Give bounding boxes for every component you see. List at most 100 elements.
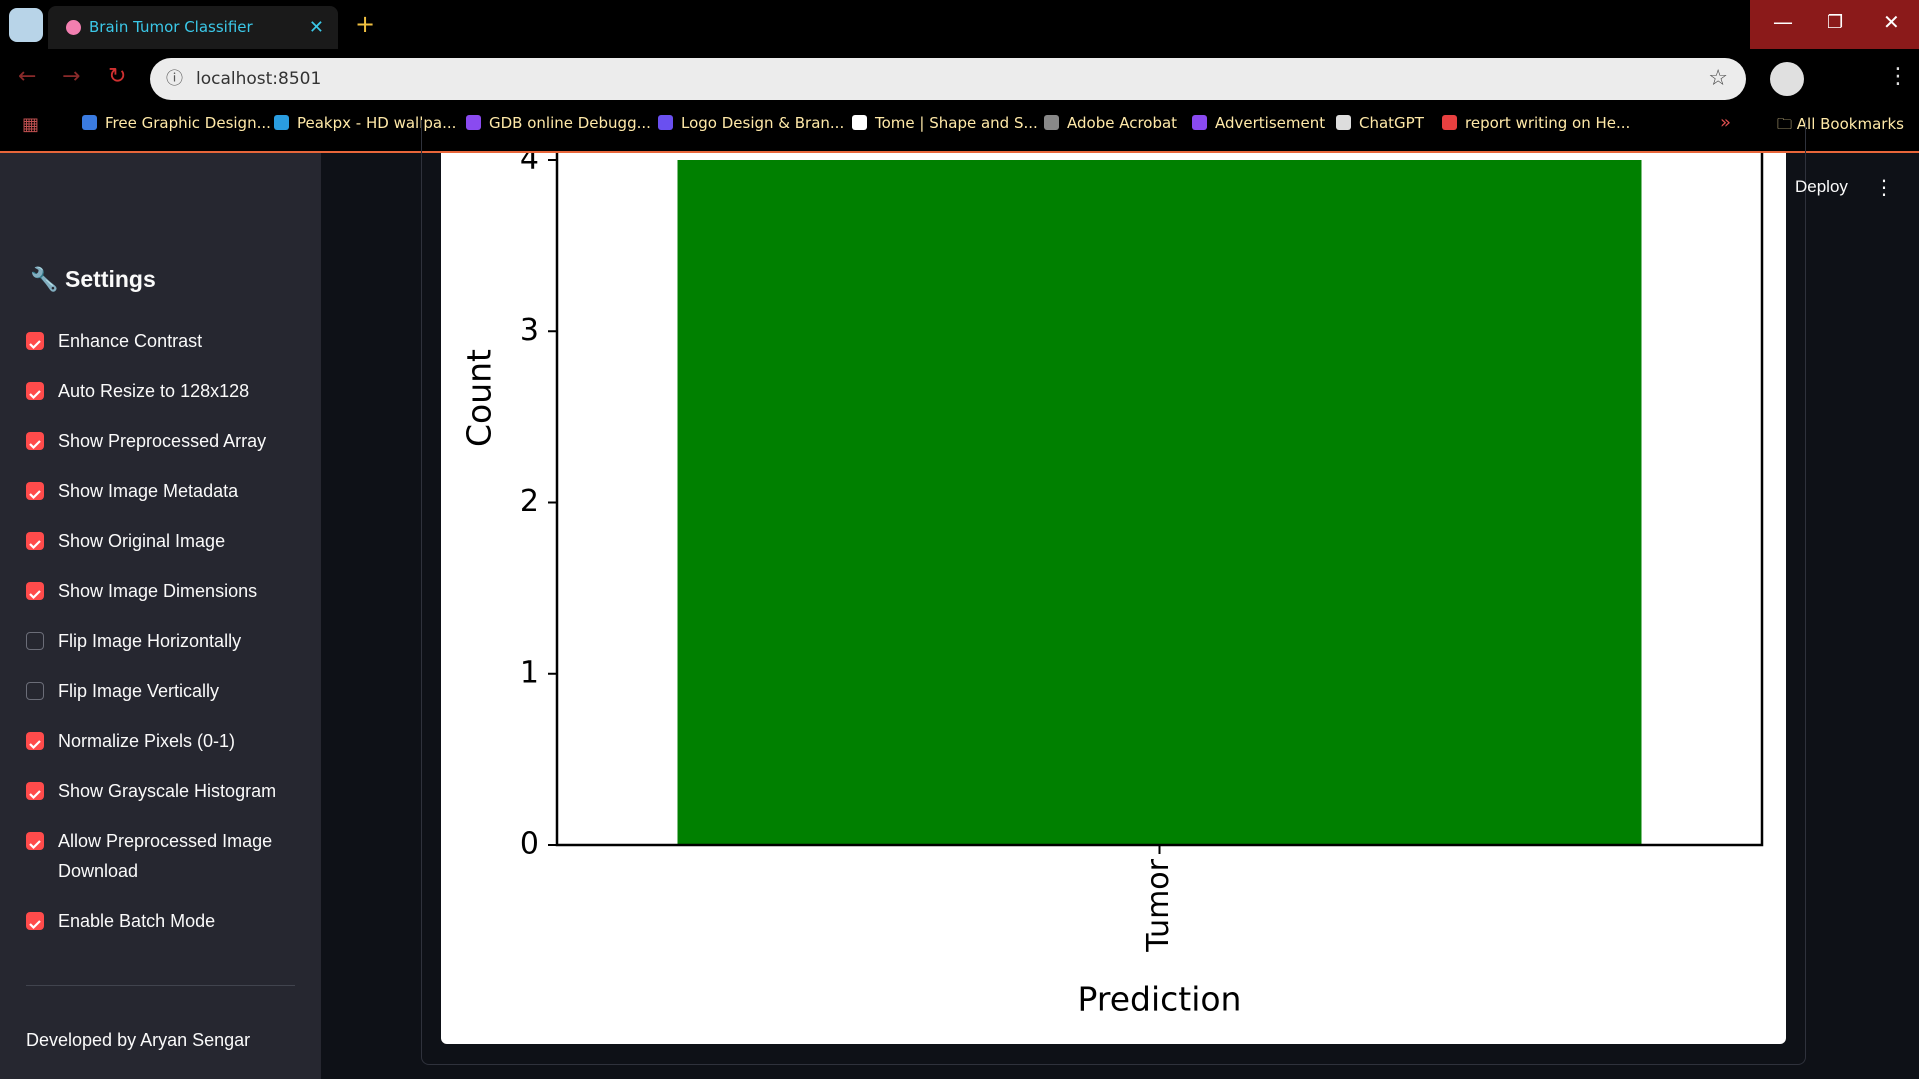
y-tick-label: 1: [520, 655, 539, 690]
checkbox: [26, 432, 44, 450]
bookmark[interactable]: ChatGPT: [1336, 114, 1424, 132]
options: Enhance Contrast Auto Resize to 128x128 Sh…: [26, 316, 296, 946]
checkbox-label: Normalize Pixels (0-1): [58, 731, 236, 751]
tab-icon: [66, 20, 81, 35]
bookmark-icon: [658, 115, 673, 130]
y-tick-label: 0: [520, 827, 539, 862]
bookmark-label: Peakpx - HD wallpa...: [297, 114, 457, 132]
tab[interactable]: Brain Tumor Classifier ✕: [48, 6, 338, 49]
checkbox-option[interactable]: Flip Image Horizontally: [26, 616, 296, 666]
axes-frame: [555, 153, 1764, 847]
bookmark-icon: [852, 115, 867, 130]
browser-chrome: Brain Tumor Classifier ✕ + — ❐ ✕ ← → ↻ ⓘ…: [0, 0, 1919, 152]
all-bookmarks[interactable]: 🗀 All Bookmarks: [1777, 115, 1904, 133]
apps[interactable]: ▦: [22, 114, 40, 135]
checkbox-label: Allow Preprocessed Image Download: [58, 831, 273, 881]
new-tab[interactable]: +: [355, 10, 376, 38]
y-tick-label: 2: [520, 484, 539, 519]
checkbox-label: Enable Batch Mode: [58, 911, 216, 931]
reload[interactable]: ↻: [108, 64, 127, 89]
separator: [26, 985, 295, 986]
checkbox: [26, 332, 44, 350]
checkbox: [26, 912, 44, 930]
checkbox-label: Show Image Metadata: [58, 481, 239, 501]
deploy[interactable]: Deploy: [1795, 177, 1848, 196]
checkbox-option[interactable]: Enhance Contrast: [26, 316, 296, 366]
bookmark-icon: [1192, 115, 1207, 130]
chart-container: [421, 120, 1806, 1065]
checkbox-label: Show Image Dimensions: [58, 581, 258, 601]
checkbox-option[interactable]: Flip Image Vertically: [26, 666, 296, 716]
bookmark-icon: [82, 115, 97, 130]
checkbox-option[interactable]: Normalize Pixels (0-1): [26, 716, 296, 766]
bookmark[interactable]: Tome | Shape and S...: [852, 114, 1038, 132]
checkbox: [26, 482, 44, 500]
y-axis-label: Count: [460, 349, 499, 447]
bookmark-label: ChatGPT: [1359, 114, 1424, 132]
bookmark[interactable]: Advertisement: [1192, 114, 1325, 132]
checkbox-label: Show Grayscale Histogram: [58, 781, 277, 801]
bookmark-label: Logo Design & Bran...: [681, 114, 845, 132]
bar: [677, 160, 1642, 845]
bookmark-label: report writing on He...: [1465, 114, 1631, 132]
back[interactable]: ←: [18, 64, 37, 89]
checkbox-option[interactable]: Show Image Metadata: [26, 466, 296, 516]
checkbox-option[interactable]: Show Original Image: [26, 516, 296, 566]
tab-search[interactable]: [9, 8, 43, 42]
bookmark-label: GDB online Debugg...: [489, 114, 651, 132]
checkbox: [26, 782, 44, 800]
sidebar-heading: 🔧 Settings: [30, 266, 156, 292]
more-bookmarks[interactable]: »: [1720, 112, 1732, 133]
bookmark[interactable]: report writing on He...: [1442, 114, 1630, 132]
bookmark-label: Adobe Acrobat: [1067, 114, 1178, 132]
divider: [0, 151, 1919, 153]
tab-close[interactable]: ✕: [308, 17, 324, 38]
checkbox-option[interactable]: Allow Preprocessed Image Download: [26, 816, 296, 896]
tab-title: Brain Tumor Classifier: [89, 18, 253, 36]
bookmark-icon: [1442, 115, 1457, 130]
checkbox-label: Enhance Contrast: [58, 331, 203, 351]
checkbox-label: Auto Resize to 128x128: [58, 381, 250, 401]
bookmark[interactable]: Logo Design & Bran...: [658, 114, 844, 132]
checkbox-option[interactable]: Auto Resize to 128x128: [26, 366, 296, 416]
bookmark[interactable]: GDB online Debugg...: [466, 114, 651, 132]
checkbox-label: Flip Image Vertically: [58, 681, 220, 701]
checkbox: [26, 732, 44, 750]
checkbox: [26, 832, 44, 850]
checkbox: [26, 582, 44, 600]
window-controls[interactable]: — ❐ ✕: [1750, 0, 1919, 49]
bookmark-label: Advertisement: [1215, 114, 1326, 132]
url: localhost:8501: [196, 69, 322, 89]
bookmark[interactable]: Peakpx - HD wallpa...: [274, 114, 456, 132]
profile[interactable]: [1770, 62, 1804, 96]
footer: Developed by Aryan Sengar: [26, 1030, 251, 1050]
bookmark-icon: [1044, 115, 1059, 130]
y-tick-label: 4: [520, 153, 539, 177]
checkbox-label: Show Original Image: [58, 531, 226, 551]
address-bar[interactable]: ⓘ localhost:8501 ☆: [150, 58, 1746, 100]
checkbox: [26, 632, 44, 650]
bookmark-label: Free Graphic Design...: [105, 114, 271, 132]
chart: Tumor 0 1 2 3 4 Count Prediction: [441, 153, 1786, 1044]
checkbox: [26, 382, 44, 400]
forward[interactable]: →: [62, 64, 81, 89]
checkbox-label: Flip Image Horizontally: [58, 631, 242, 651]
checkbox-option[interactable]: Show Image Dimensions: [26, 566, 296, 616]
heading-text: Settings: [65, 266, 156, 292]
bookmark[interactable]: Free Graphic Design...: [82, 114, 271, 132]
bookmark-label: Tome | Shape and S...: [875, 114, 1038, 132]
y-tick-label: 3: [520, 313, 539, 348]
checkbox-option[interactable]: Show Grayscale Histogram: [26, 766, 296, 816]
checkbox-option[interactable]: Show Preprocessed Array: [26, 416, 296, 466]
app-menu[interactable]: ⋮: [1874, 175, 1894, 199]
x-tick-label: Tumor: [1141, 858, 1176, 952]
bookmark-icon: [466, 115, 481, 130]
checkbox: [26, 532, 44, 550]
checkbox-option[interactable]: Enable Batch Mode: [26, 896, 296, 946]
checkbox-label: Show Preprocessed Array: [58, 431, 267, 451]
bookmark-icon: [1336, 115, 1351, 130]
all-bookmarks-label: All Bookmarks: [1796, 115, 1904, 133]
bookmark[interactable]: Adobe Acrobat: [1044, 114, 1177, 132]
menu[interactable]: ⋮: [1887, 64, 1909, 89]
